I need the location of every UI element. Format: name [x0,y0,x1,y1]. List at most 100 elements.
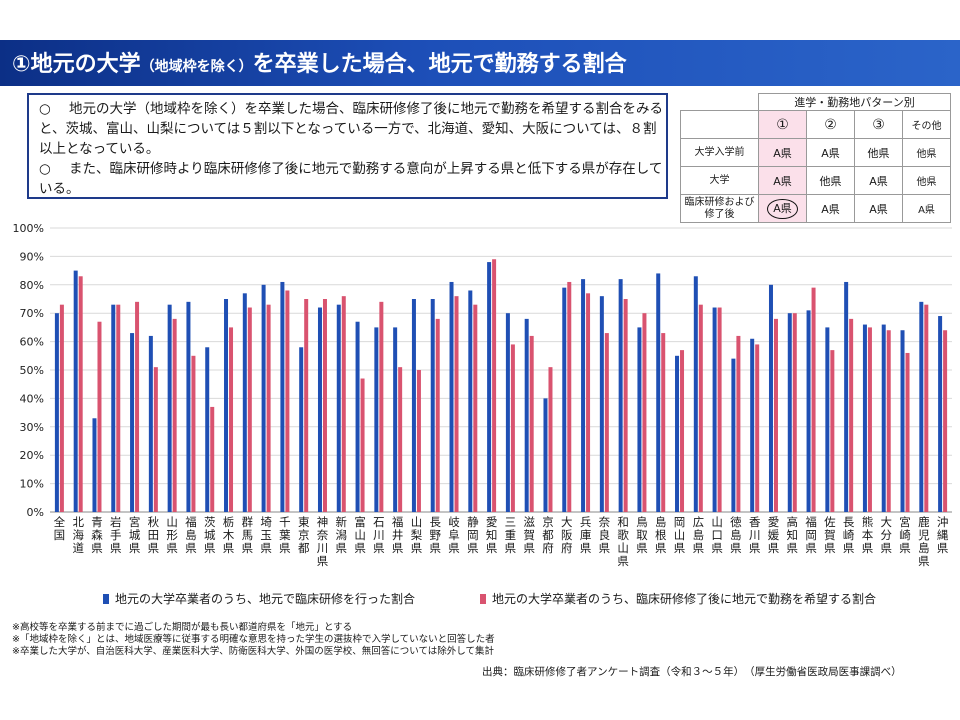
bar-series-2 [454,296,459,512]
bar-series-2 [773,318,778,512]
footnotes: ※高校等を卒業する前までに過ごした期間が最も長い都道府県を「地元」とする ※「地… [12,622,495,658]
bar-series-2 [849,318,854,512]
pattern-col-other: その他 [901,110,952,139]
x-tick-label: 宮城県 [129,515,141,555]
pattern-col-2: ② [806,110,855,139]
bar-series-2 [586,293,591,512]
x-tick-label: 島根県 [655,515,667,555]
y-tick-label: 50% [20,364,44,377]
x-tick-label: 沖縄県 [937,515,949,555]
x-tick-label: 長野県 [429,515,441,555]
bar-series-2 [604,333,609,512]
x-tick-label: 神奈川県 [317,515,329,568]
x-tick-label: 奈良県 [599,515,611,555]
bar-series-1 [186,301,191,512]
bullet-mark: ○ [39,101,51,117]
bar-series-2 [811,287,816,512]
summary-bullet-1: ○ 地元の大学（地域枠を除く）を卒業した場合、臨床研修修了後に地元で勤務を希望する… [39,99,664,159]
legend-label-series-2: 地元の大学卒業者のうち、臨床研修修了後に地元で勤務を希望する割合 [492,592,877,606]
x-tick-label: 栃木県 [223,515,235,555]
y-tick-label: 0% [27,506,44,519]
pattern-col-3: ③ [854,110,903,139]
page-title: ①地元の大学（地域枠を除く）を卒業した場合、地元で勤務する割合 [12,46,627,78]
bar-series-1 [242,293,247,512]
bar-series-1 [900,330,905,512]
bar-series-1 [261,284,266,512]
bar-series-1 [224,299,229,512]
bar-series-1 [411,299,416,512]
x-tick-label: 山梨県 [411,515,423,555]
bar-series-1 [487,262,492,512]
x-tick-label: 青森県 [91,515,103,555]
bar-series-2 [717,307,722,512]
bar-series-2 [398,367,403,512]
bar-series-1 [919,301,924,512]
x-tick-label: 千葉県 [279,515,291,555]
x-tick-label: 北海道 [72,515,84,555]
y-tick-label: 80% [20,279,44,292]
x-tick-label: 岐阜県 [448,515,460,555]
bar-series-1 [430,299,435,512]
pattern-cell: A県 [806,138,855,167]
bar-series-2 [135,301,140,512]
x-tick-label: 長崎県 [843,515,855,555]
summary-text-1: 地元の大学（地域枠を除く）を卒業した場合、臨床研修修了後に地元で勤務を希望する割… [39,101,663,157]
bar-series-2 [379,301,384,512]
summary-box: ○ 地元の大学（地域枠を除く）を卒業した場合、臨床研修修了後に地元で勤務を希望する… [27,93,668,199]
x-tick-label: 佐賀県 [824,515,836,555]
pattern-table: 進学・勤務地パターン別 ① ② ③ その他 大学入学前 A県 A県 他県 他県 … [680,93,952,223]
x-tick-label: 山口県 [711,515,723,555]
bar-series-1 [54,313,59,512]
bar-series-1 [750,338,755,512]
x-tick-label: 群馬県 [242,515,254,555]
y-tick-label: 20% [20,449,44,462]
pattern-cell: A県 [901,194,952,223]
bar-series-1 [148,335,153,512]
bar-series-1 [336,304,341,512]
bar-series-1 [938,316,943,512]
bar-chart: 0% 10% 20% 30% 40% 50% 60% 70% 80% 90% 100% 全国北海道青… [13,222,952,568]
x-tick-label: 高知県 [787,515,799,555]
bar-series-2 [642,313,647,512]
bar-series-2 [943,330,948,512]
x-tick-label: 福島県 [185,515,197,555]
bar-series-1 [280,281,285,512]
bar-series-2 [623,299,628,512]
bar-series-1 [881,324,886,512]
pattern-cell: A県 [758,166,807,195]
bar-series-1 [524,318,529,512]
bar-series-1 [637,327,642,512]
title-bar: ①地元の大学（地域枠を除く）を卒業した場合、地元で勤務する割合 [0,40,960,86]
y-tick-label: 60% [20,336,44,349]
x-tick-label: 兵庫県 [580,515,592,555]
y-tick-label: 30% [20,421,44,434]
x-tick-label: 石川県 [373,515,385,555]
bar-series-2 [924,304,929,512]
x-tick-label: 宮崎県 [899,515,911,555]
table-header: 進学・勤務地パターン別 [757,93,952,111]
bar-series-2 [266,304,271,512]
source-citation: 出典：臨床研修修了者アンケート調査（令和３～５年） （厚生労働省医政局医事課調べ… [482,666,902,678]
bar-series-1 [806,310,811,512]
bar-series-1 [468,290,473,512]
bar-series-2 [680,350,685,512]
summary-text-2: また、臨床研修時より臨床研修修了後に地元で勤務する意向が上昇する県と低下する県が… [39,161,663,197]
bar-series-2 [755,344,760,512]
pattern-cell-circled: A県 [758,194,807,223]
x-tick-label: 富山県 [354,515,366,555]
bar-series-2 [97,321,102,512]
bar-series-2 [191,355,196,512]
bar-series-2 [867,327,872,512]
bar-series-2 [905,352,910,512]
bar-series-2 [435,318,440,512]
circled-a-prefecture: A県 [767,198,798,219]
summary-bullet-2: ○ また、臨床研修時より臨床研修修了後に地元で勤務する意向が上昇する県と低下する県… [39,159,664,199]
bar-series-1 [825,327,830,512]
bar-series-2 [116,304,121,512]
bar-series-1 [599,296,604,512]
x-tick-label: 新潟県 [336,515,348,555]
bar-series-2 [285,290,290,512]
x-tick-label: 愛知県 [486,515,498,555]
legend-item-series-1: 地元の大学卒業者のうち、地元で臨床研修を行った割合 [103,590,415,607]
bar-series-2 [210,406,215,512]
